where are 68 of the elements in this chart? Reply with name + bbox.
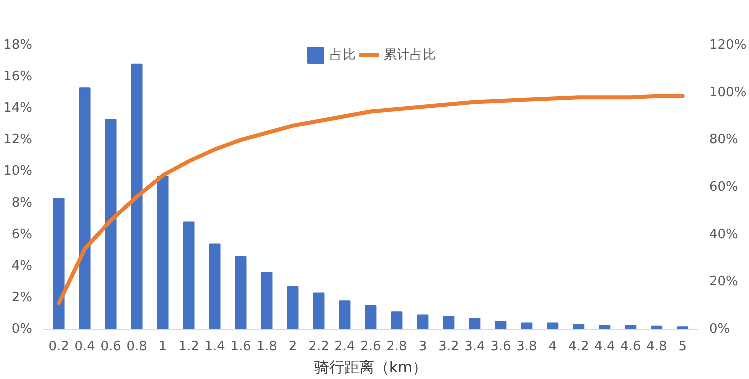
y2-tick-label: 40% [710, 227, 738, 242]
y-tick-label: 16% [4, 70, 33, 85]
y-tick-label: 2% [12, 290, 32, 306]
bar [131, 64, 143, 330]
bar [521, 322, 533, 330]
x-tick-label: 3.8 [516, 340, 538, 354]
legend-label: 占比 [330, 47, 356, 64]
y-tick-label: 14% [4, 101, 33, 116]
y-tick-label: 0% [12, 322, 32, 337]
bar [495, 321, 507, 330]
y-tick-label: 6% [12, 227, 32, 242]
legend-label: 累计占比 [384, 47, 436, 64]
x-tick-label: 0.8 [126, 340, 148, 354]
bar [235, 256, 247, 330]
x-tick-label: 4 [548, 340, 558, 354]
x-tick-label: 4.8 [646, 340, 668, 354]
bar [339, 300, 351, 330]
bar [469, 318, 481, 330]
y2-tick-label: 80% [710, 132, 738, 148]
x-tick-label: 2.6 [360, 340, 382, 354]
y-tick-label: 10% [4, 164, 33, 180]
x-tick-label: 1.6 [230, 340, 252, 354]
x-tick-label: 1.8 [256, 340, 278, 354]
x-tick-label: 4.4 [594, 340, 616, 354]
bar [287, 286, 299, 330]
y-tick-label: 12% [4, 132, 33, 148]
bar [625, 325, 637, 330]
x-tick-label: 2.8 [386, 340, 408, 354]
bar [417, 314, 429, 330]
bar [599, 325, 611, 330]
x-tick-label: 3.4 [464, 340, 486, 354]
bar [261, 272, 273, 330]
y2-tick-label: 0% [710, 322, 730, 337]
bar [443, 316, 455, 330]
x-tick-label: 4.2 [568, 340, 590, 354]
bar [547, 322, 559, 330]
x-tick-label: 3.6 [490, 340, 512, 354]
x-tick-label: 2 [288, 340, 298, 354]
bar [365, 305, 377, 330]
x-tick-label: 2.4 [334, 340, 356, 354]
bar [209, 244, 221, 330]
bar [157, 176, 169, 330]
x-tick-label: 2.2 [308, 340, 330, 354]
bar [105, 119, 117, 330]
y-tick-label: 18% [4, 38, 33, 53]
x-tick-label: 3 [418, 340, 428, 354]
bar [53, 198, 65, 330]
y2-tick-label: 60% [710, 180, 738, 195]
bar [313, 292, 325, 330]
bar [391, 312, 403, 330]
x-tick-label: 4.6 [620, 340, 642, 354]
x-tick-label: 1.2 [178, 340, 200, 354]
y2-tick-label: 20% [710, 274, 738, 290]
y2-tick-label: 100% [710, 85, 747, 100]
x-tick-label: 0.6 [100, 340, 122, 354]
x-axis-title: 骑行距离（km） [314, 358, 428, 376]
x-tick-label: 3.2 [438, 340, 460, 354]
y-tick-label: 8% [12, 196, 32, 211]
x-tick-label: 0.2 [48, 340, 70, 354]
line-series [57, 94, 685, 306]
x-tick-label: 0.4 [74, 340, 96, 354]
bar [183, 222, 195, 330]
x-tick-label: 5 [678, 340, 688, 354]
bar [79, 88, 91, 330]
y2-tick-label: 120% [710, 38, 747, 53]
x-tick-label: 1 [158, 340, 168, 354]
x-tick-label: 1.4 [204, 340, 226, 354]
y-tick-label: 4% [12, 258, 32, 274]
